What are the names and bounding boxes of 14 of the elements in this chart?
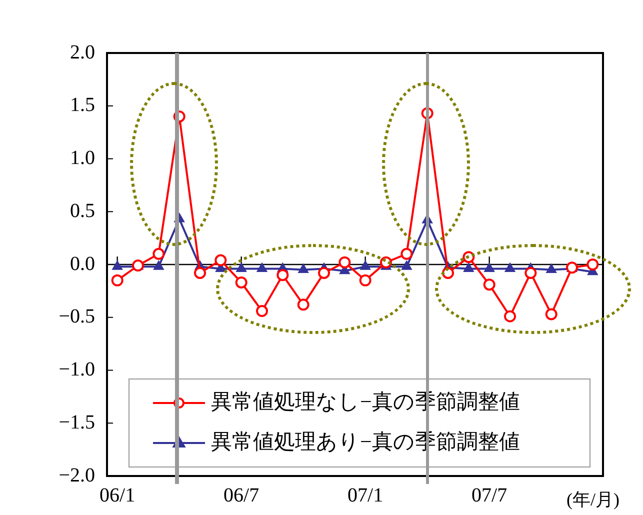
y-tick-label: 0.0: [70, 252, 95, 275]
x-tick-label: 06/1: [100, 484, 136, 506]
x-tick-label: 07/7: [472, 484, 508, 506]
x-axis-title: (年/月): [566, 490, 620, 510]
y-tick-label: −2.0: [58, 464, 95, 486]
y-tick-label: 2.0: [70, 41, 95, 64]
y-tick-label: −0.5: [58, 306, 95, 328]
y-tick-label: −1.5: [58, 411, 95, 434]
x-tick-label: 06/7: [224, 484, 260, 506]
y-tick-label: 0.5: [70, 200, 95, 222]
y-tick-label: −1.0: [58, 358, 95, 380]
y-tick-label: 1.5: [70, 94, 95, 116]
y-tick-label: 1.0: [70, 147, 95, 169]
x-tick-label: 07/1: [348, 484, 384, 506]
